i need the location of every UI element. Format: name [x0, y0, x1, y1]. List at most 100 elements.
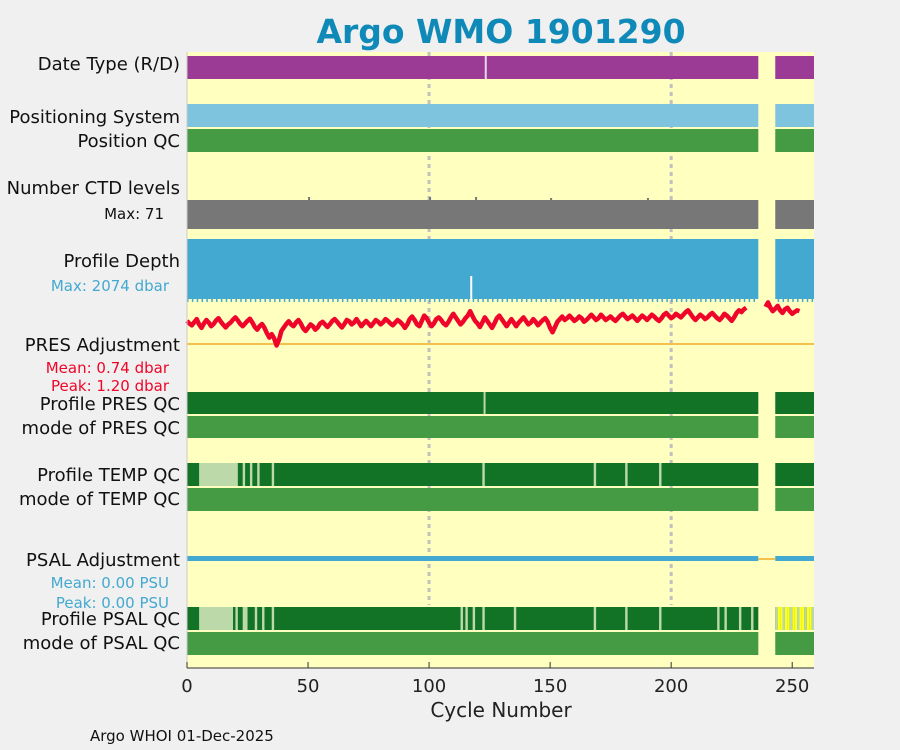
- depth-dot-0-136: [516, 299, 518, 302]
- depth-dot-0-130: [501, 299, 504, 302]
- depth-dot-0-174: [608, 299, 610, 302]
- label-n-ctd-max: Max: 71: [104, 205, 164, 223]
- temp-qc-mark-4: [271, 463, 275, 486]
- ctd-tick-1: [429, 197, 432, 200]
- depth-dot-0-114: [462, 299, 465, 302]
- psal-qc-mark-8: [472, 607, 476, 630]
- depth-dot-1-244: [777, 299, 780, 302]
- depth-dot-0-88: [400, 299, 402, 302]
- psal-qc-yellow-251: [794, 607, 798, 630]
- depth-dot-0-66: [346, 299, 349, 302]
- temp-qc-mark-2: [249, 463, 253, 486]
- depth-dot-0-82: [385, 299, 388, 302]
- depth-dot-0-154: [559, 299, 562, 302]
- depth-dot-0-200: [671, 299, 673, 302]
- psal-qc-mark-4: [262, 607, 265, 630]
- psal-qc-mark-15: [724, 607, 727, 630]
- date-type-band-seg-1: [775, 56, 814, 79]
- depth-dot-0-46: [298, 299, 300, 302]
- psal-qc-mark-10: [513, 607, 517, 630]
- depth-dot-0-110: [453, 299, 455, 302]
- psal-adjustment-band-seg-1: [775, 556, 814, 561]
- label-mode-pres-qc: mode of PRES QC: [22, 418, 180, 439]
- depth-dot-0-148: [545, 299, 547, 302]
- positioning-band-seg-0: [187, 104, 759, 127]
- depth-dot-0-214: [705, 299, 707, 302]
- mode-psal-qc-band-seg-0: [187, 632, 759, 655]
- psal-qc-yellow-255: [804, 607, 807, 630]
- data-bands: [187, 56, 814, 655]
- x-tick-label-0: 0: [181, 676, 192, 697]
- psal-qc-mark-3: [254, 607, 258, 630]
- label-date-type: Date Type (R/D): [38, 54, 180, 75]
- depth-dot-0-198: [666, 299, 668, 302]
- mode-temp-qc-band-seg-1: [775, 488, 814, 511]
- depth-dot-0-190: [646, 299, 649, 302]
- psal-qc-yellow-248: [787, 607, 790, 630]
- psal-qc-yellow-247: [784, 607, 788, 630]
- ctd-tick-0: [308, 197, 311, 200]
- depth-dot-0-68: [351, 299, 354, 302]
- depth-dot-0-36: [274, 299, 276, 302]
- x-axis-label: Cycle Number: [430, 698, 572, 722]
- depth-dot-0-170: [598, 299, 601, 302]
- psal-qc-yellow-256: [806, 607, 810, 630]
- profile-temp-qc-band-seg-0: [187, 463, 759, 486]
- depth-dot-0-44: [293, 299, 296, 302]
- psal-qc-yellow-244: [777, 607, 781, 630]
- depth-dot-0-222: [724, 299, 726, 302]
- label-profile-pres-qc: Profile PRES QC: [40, 394, 180, 415]
- profile-temp-qc-band-seg-1: [775, 463, 814, 486]
- depth-dot-0-224: [729, 299, 731, 302]
- depth-dot-0-14: [220, 299, 223, 302]
- depth-dot-0-4: [196, 299, 199, 302]
- label-mode-psal-qc: mode of PSAL QC: [23, 633, 180, 654]
- profile-depth-band-seg-0: [187, 239, 759, 299]
- depth-dot-0-62: [337, 299, 339, 302]
- depth-dot-0-32: [264, 299, 266, 302]
- depth-dot-0-202: [676, 299, 678, 302]
- profile-pres-qc-band-seg-1: [775, 392, 814, 414]
- depth-dot-0-184: [632, 299, 634, 302]
- depth-dot-0-106: [443, 299, 446, 302]
- depth-dot-0-194: [656, 299, 659, 302]
- depth-dot-0-186: [637, 299, 639, 302]
- temp-qc-mark-5: [482, 463, 485, 486]
- depth-dot-0-86: [395, 299, 397, 302]
- depth-dot-0-232: [748, 299, 751, 302]
- psal-qc-mark-16: [738, 607, 742, 630]
- psal-qc-yellow-254: [801, 607, 805, 630]
- profile-depth-band-seg-1: [775, 239, 814, 299]
- depth-dot-0-54: [317, 299, 320, 302]
- depth-dot-0-26: [249, 299, 252, 302]
- depth-dot-0-8: [206, 299, 208, 302]
- temp-qc-mark-0: [199, 463, 238, 486]
- depth-dot-0-104: [438, 299, 441, 302]
- depth-dot-0-52: [312, 299, 315, 302]
- label-mode-temp-qc: mode of TEMP QC: [19, 489, 180, 510]
- label-pres-mean: Mean: 0.74 dbar: [46, 359, 170, 377]
- depth-dot-0-162: [579, 299, 581, 302]
- depth-dot-0-22: [240, 299, 242, 302]
- depth-dot-0-124: [487, 299, 489, 302]
- depth-dot-0-20: [235, 299, 237, 302]
- depth-dot-0-120: [477, 299, 480, 302]
- plot-background: [187, 52, 814, 668]
- depth-dot-0-210: [695, 299, 697, 302]
- depth-dot-0-168: [593, 299, 596, 302]
- depth-dot-0-30: [259, 299, 262, 302]
- psal-qc-yellow-243: [775, 607, 778, 630]
- label-position-qc: Position QC: [77, 131, 180, 152]
- depth-dot-1-248: [787, 299, 789, 302]
- label-profile-psal-qc: Profile PSAL QC: [41, 609, 180, 630]
- label-pres-adjustment: PRES Adjustment: [25, 335, 180, 356]
- label-profile-depth-max: Max: 2074 dbar: [51, 277, 170, 295]
- depth-dot-0-112: [458, 299, 460, 302]
- label-profile-depth: Profile Depth: [63, 251, 180, 272]
- footer-credit: Argo WHOI 01-Dec-2025: [90, 727, 274, 745]
- depth-dot-0-226: [734, 299, 736, 302]
- depth-dot-0-216: [709, 299, 712, 302]
- psal-qc-mark-1: [235, 607, 238, 630]
- mode-pres-qc-band-seg-1: [775, 416, 814, 438]
- depth-dot-0-34: [269, 299, 271, 302]
